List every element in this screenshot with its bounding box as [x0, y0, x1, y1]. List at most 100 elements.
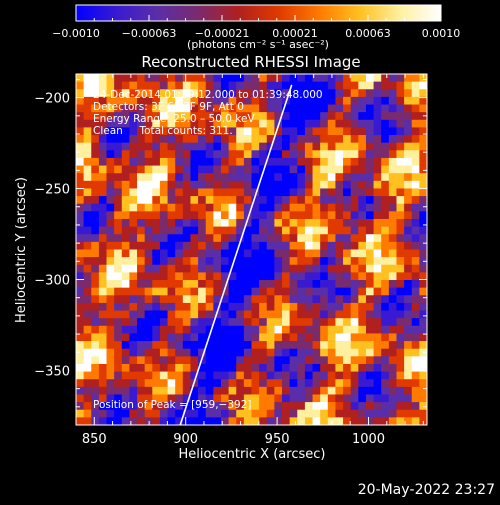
heatmap-cell [106, 218, 115, 228]
heatmap-cell [114, 417, 123, 425]
heatmap-cell [106, 226, 115, 235]
heatmap-cell [167, 89, 176, 98]
heatmap-cell [190, 157, 199, 166]
heatmap-cell [388, 180, 397, 189]
heatmap-cell [327, 142, 336, 151]
heatmap-cell [266, 379, 275, 388]
heatmap-cell [175, 135, 184, 144]
heatmap-cell [327, 257, 336, 266]
heatmap-cell [320, 394, 329, 403]
heatmap-cell [175, 417, 184, 425]
heatmap-cell [114, 249, 123, 258]
heatmap-cell [167, 257, 176, 266]
heatmap-cell [175, 295, 184, 304]
heatmap-cell [198, 135, 207, 144]
heatmap-cell [327, 287, 336, 296]
heatmap-cell [137, 302, 146, 311]
annotation-time-range: 24‑Dec‑2014 01:39:12.000 to 01:39:48.000 [93, 89, 323, 101]
heatmap-cell [388, 379, 397, 388]
heatmap-cell [320, 142, 329, 151]
heatmap-cell [159, 272, 168, 281]
heatmap-cell [182, 188, 191, 197]
heatmap-cell [266, 280, 275, 289]
heatmap-cell [213, 142, 222, 151]
heatmap-cell [190, 127, 199, 136]
heatmap-cell [91, 142, 100, 151]
heatmap-cell [266, 119, 275, 128]
heatmap-cell [274, 241, 283, 250]
heatmap-cell [106, 211, 115, 220]
heatmap-cell [251, 249, 260, 258]
heatmap-cell [388, 142, 397, 151]
heatmap-cell [220, 280, 230, 289]
heatmap-cell [289, 272, 298, 281]
heatmap-cell [243, 280, 252, 289]
heatmap-cell [358, 318, 367, 327]
heatmap-cell [251, 203, 260, 212]
heatmap-cell [251, 135, 260, 144]
heatmap-cell [297, 218, 306, 228]
heatmap-cell [365, 257, 374, 266]
heatmap-cell [396, 356, 405, 365]
heatmap-cell [297, 249, 306, 258]
heatmap-cell [312, 188, 321, 197]
heatmap-cell [350, 409, 359, 418]
heatmap-cell [236, 325, 245, 334]
heatmap-cell [381, 104, 390, 113]
heatmap-cell [289, 119, 298, 128]
heatmap-cell [114, 234, 123, 243]
heatmap-cell [83, 211, 92, 220]
heatmap-cell [152, 363, 161, 372]
heatmap-cell [121, 104, 130, 113]
heatmap-cell [388, 264, 397, 273]
heatmap-cell [91, 188, 100, 197]
heatmap-cell [137, 218, 146, 228]
heatmap-cell [175, 257, 184, 266]
heatmap-cell [350, 318, 359, 327]
heatmap-cell [91, 371, 100, 380]
heatmap-cell [411, 81, 420, 90]
heatmap-cell [182, 379, 191, 388]
heatmap-cell [335, 89, 344, 98]
heatmap-cell [114, 341, 123, 350]
heatmap-cell [274, 310, 283, 319]
heatmap-cell [190, 226, 199, 235]
heatmap-cell [144, 379, 153, 388]
heatmap-cell [167, 310, 176, 319]
heatmap-cell [91, 318, 100, 327]
heatmap-cell [76, 333, 85, 342]
heatmap-cell [129, 112, 138, 121]
heatmap-cell [137, 417, 146, 425]
heatmap-cell [243, 196, 252, 205]
heatmap-cell [327, 188, 336, 197]
heatmap-cell [411, 142, 420, 151]
heatmap-cell [83, 89, 92, 98]
heatmap-cell [373, 371, 382, 380]
heatmap-cell [137, 318, 146, 327]
heatmap-cell [350, 89, 359, 98]
heatmap-cell [266, 203, 275, 212]
heatmap-cell [289, 348, 298, 357]
heatmap-cell [312, 402, 321, 411]
heatmap-cell [327, 180, 336, 189]
heatmap-cell [198, 234, 207, 243]
heatmap-cell [327, 211, 336, 220]
heatmap-cell [121, 264, 130, 273]
heatmap-cell [83, 165, 92, 174]
heatmap-cell [274, 96, 283, 105]
heatmap-cell [388, 150, 397, 159]
heatmap-cell [274, 333, 283, 342]
heatmap-cell [388, 386, 397, 395]
heatmap-cell [304, 218, 313, 228]
heatmap-cell [121, 402, 130, 411]
heatmap-cell [335, 218, 344, 228]
heatmap-cell [335, 142, 344, 151]
heatmap-cell [327, 386, 336, 395]
heatmap-cell [205, 379, 214, 388]
heatmap-cell [297, 226, 306, 235]
heatmap-cell [205, 417, 214, 425]
heatmap-cell [289, 157, 298, 166]
heatmap-cell [396, 188, 405, 197]
heatmap-cell [411, 157, 420, 166]
heatmap-cell [228, 211, 237, 220]
